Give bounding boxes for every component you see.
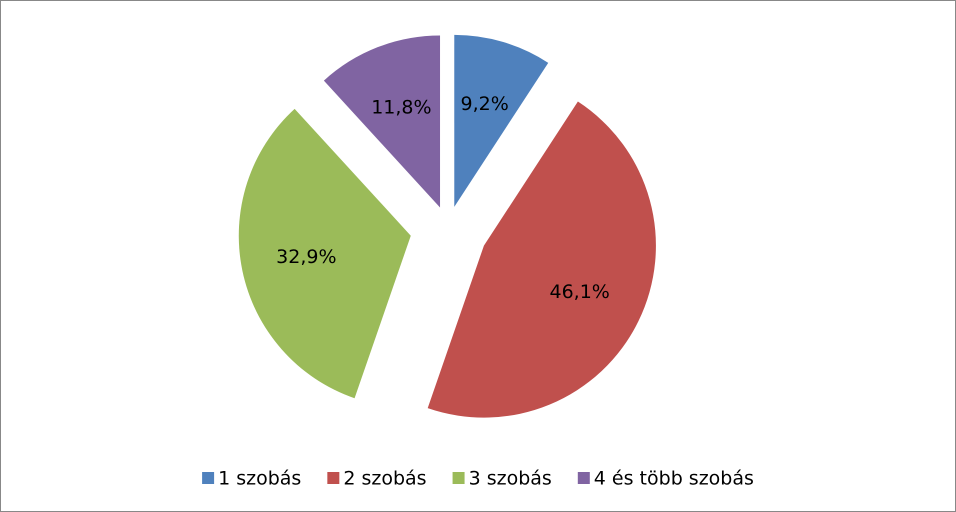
legend-swatch bbox=[202, 472, 215, 484]
legend-label: 3 szobás bbox=[469, 468, 552, 490]
legend-swatch bbox=[452, 472, 465, 484]
data-label: 11,8% bbox=[371, 97, 431, 119]
data-label: 9,2% bbox=[461, 93, 509, 115]
data-label: 32,9% bbox=[276, 246, 336, 268]
data-label: 46,1% bbox=[550, 281, 610, 303]
legend-label: 2 szobás bbox=[343, 468, 426, 490]
legend: 1 szobás 2 szobás 3 szobás 4 és több szobás bbox=[202, 468, 754, 490]
pie-slice bbox=[427, 101, 656, 418]
pie-slice bbox=[238, 108, 411, 399]
pie-slice bbox=[454, 34, 549, 207]
legend-label: 1 szobás bbox=[218, 468, 301, 490]
pie-slice bbox=[323, 35, 441, 208]
legend-label: 4 és több szobás bbox=[594, 468, 754, 490]
legend-swatch bbox=[327, 472, 340, 484]
legend-swatch bbox=[577, 472, 590, 484]
